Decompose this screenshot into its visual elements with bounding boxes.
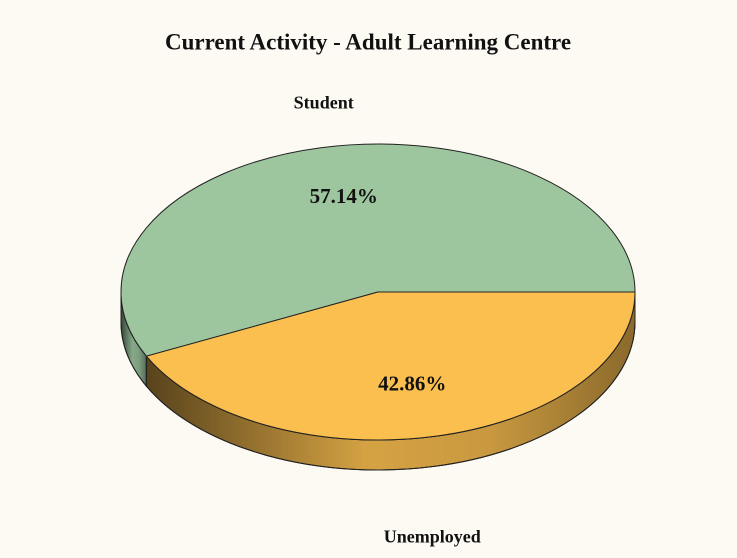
category-label: Student: [294, 93, 354, 113]
chart-title: Current Activity - Adult Learning Centre: [165, 29, 571, 54]
slice: [145, 291, 636, 441]
value-label: 57.14%: [310, 184, 378, 208]
category-label: Unemployed: [384, 527, 481, 547]
slice: [120, 143, 636, 357]
value-label: 42.86%: [378, 372, 446, 396]
